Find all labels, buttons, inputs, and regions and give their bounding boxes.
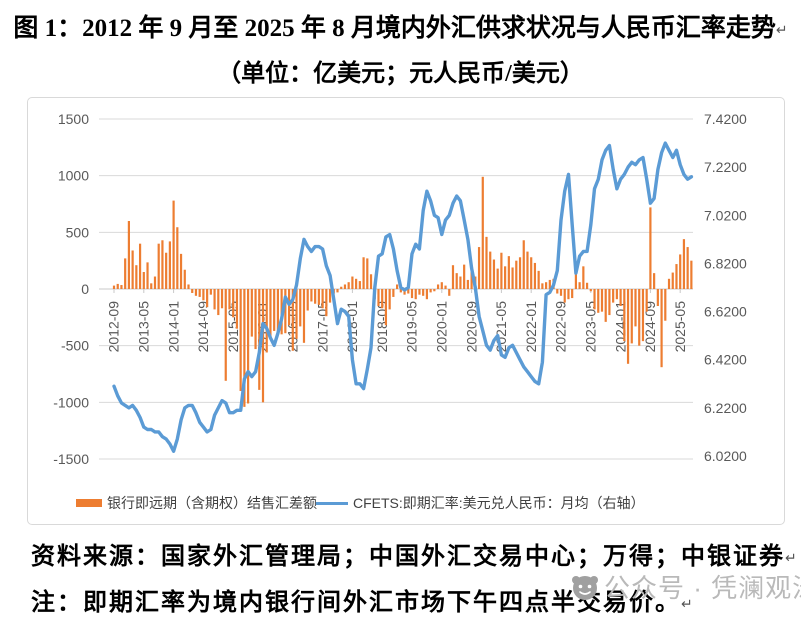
svg-text:6.8200: 6.8200 bbox=[704, 255, 747, 271]
figure-subtitle: （单位：亿美元；元人民币/美元） bbox=[217, 61, 584, 87]
svg-text:7.0200: 7.0200 bbox=[704, 207, 747, 223]
svg-text:2018-09: 2018-09 bbox=[374, 301, 390, 353]
svg-text:1500: 1500 bbox=[58, 111, 89, 127]
chart-svg: 1500 1000 500 0 -500 -1000 -1500 7.4200 7.2200 7.… bbox=[53, 111, 747, 467]
svg-text:2017-05: 2017-05 bbox=[314, 301, 330, 353]
legend-bar-swatch bbox=[76, 499, 102, 507]
svg-text:-500: -500 bbox=[61, 338, 89, 354]
figure-title: 图 1：2012 年 9 月至 2025 年 8 月境内外汇供求状况与人民币汇率… bbox=[13, 15, 788, 42]
svg-text:1000: 1000 bbox=[58, 168, 89, 184]
svg-text:-1000: -1000 bbox=[53, 394, 89, 410]
svg-text:2014-09: 2014-09 bbox=[195, 301, 211, 353]
svg-text:2024-09: 2024-09 bbox=[642, 301, 658, 353]
source-line: 资料来源：国家外汇管理局；中国外汇交易中心；万得；中银证券↵ bbox=[31, 544, 799, 570]
svg-text:2020-01: 2020-01 bbox=[434, 301, 450, 353]
svg-text:6.6200: 6.6200 bbox=[704, 304, 747, 320]
svg-text:2012-09: 2012-09 bbox=[106, 301, 122, 353]
chart-area: 1500 1000 500 0 -500 -1000 -1500 7.4200 7.2200 7.… bbox=[27, 97, 785, 525]
paragraph-mark-icon: ↵ bbox=[681, 596, 695, 613]
svg-text:6.2200: 6.2200 bbox=[704, 400, 747, 416]
svg-text:2023-05: 2023-05 bbox=[583, 301, 599, 353]
svg-text:2020-09: 2020-09 bbox=[463, 301, 479, 353]
legend-line-swatch bbox=[316, 501, 348, 505]
paragraph-mark-icon: ↵ bbox=[775, 22, 788, 39]
svg-text:0: 0 bbox=[81, 281, 89, 297]
paragraph-mark-icon: ↵ bbox=[785, 550, 799, 567]
svg-text:6.0200: 6.0200 bbox=[704, 448, 747, 464]
svg-text:2019-05: 2019-05 bbox=[404, 301, 420, 353]
svg-text:6.4200: 6.4200 bbox=[704, 352, 747, 368]
svg-text:7.4200: 7.4200 bbox=[704, 111, 747, 127]
svg-text:2024-01: 2024-01 bbox=[612, 301, 628, 353]
svg-text:2014-01: 2014-01 bbox=[165, 301, 181, 353]
svg-text:2022-09: 2022-09 bbox=[553, 301, 569, 353]
svg-text:2013-05: 2013-05 bbox=[136, 301, 152, 353]
svg-text:2022-01: 2022-01 bbox=[523, 301, 539, 353]
legend-item-bars: 银行即远期（含期权）结售汇差额 bbox=[76, 495, 317, 511]
svg-text:-1500: -1500 bbox=[53, 451, 89, 467]
svg-text:500: 500 bbox=[66, 224, 90, 240]
svg-text:7.2200: 7.2200 bbox=[704, 159, 747, 175]
legend-line-label: CFETS:即期汇率:美元兑人民币：月均（右轴） bbox=[353, 495, 645, 511]
legend-item-line: CFETS:即期汇率:美元兑人民币：月均（右轴） bbox=[316, 495, 645, 511]
svg-text:2025-05: 2025-05 bbox=[672, 301, 688, 353]
legend-bar-label: 银行即远期（含期权）结售汇差额 bbox=[107, 495, 317, 511]
note-line: 注：即期汇率为境内银行间外汇市场下午四点半交易价。↵ bbox=[31, 590, 695, 616]
